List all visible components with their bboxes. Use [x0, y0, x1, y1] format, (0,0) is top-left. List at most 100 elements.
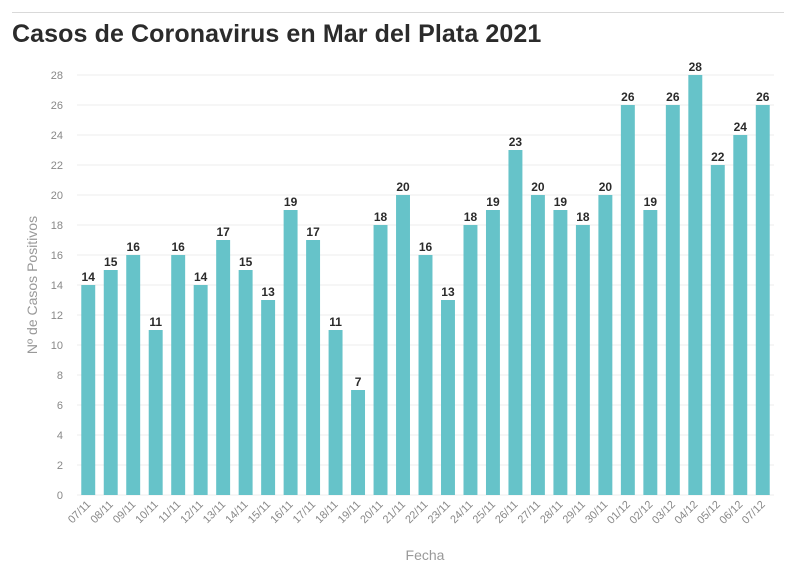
x-tick-label: 16/11: [268, 499, 295, 526]
bar: [238, 270, 253, 495]
x-tick-label: 05/12: [695, 499, 723, 527]
bar-value-label: 28: [689, 60, 703, 74]
y-tick-label: 0: [57, 490, 63, 502]
chart-title: Casos de Coronavirus en Mar del Plata 20…: [12, 20, 542, 48]
bar-value-label: 16: [171, 240, 185, 254]
x-tick-label: 11/11: [156, 499, 183, 526]
bar-value-label: 13: [261, 285, 275, 299]
bar: [575, 225, 590, 495]
bar-value-label: 18: [374, 210, 388, 224]
y-tick-label: 18: [51, 220, 63, 232]
bar-value-label: 26: [666, 90, 680, 104]
bar: [193, 285, 208, 495]
bar: [485, 210, 500, 495]
bar: [643, 210, 658, 495]
y-tick-label: 28: [51, 70, 63, 82]
x-tick-label: 15/11: [246, 499, 273, 526]
bar: [81, 285, 96, 495]
bar-value-label: 15: [239, 255, 253, 269]
bar: [396, 195, 410, 495]
bar-value-label: 18: [576, 210, 590, 224]
bar-value-label: 24: [734, 120, 748, 134]
bar: [261, 300, 276, 495]
x-tick-label: 25/11: [471, 499, 498, 526]
x-tick-label: 27/11: [516, 499, 543, 526]
bar-value-label: 26: [756, 90, 770, 104]
bar-value-label: 13: [441, 285, 455, 299]
bar: [148, 330, 163, 495]
bar: [283, 210, 298, 495]
top-divider: [12, 12, 784, 13]
bar: [216, 240, 231, 495]
bar: [755, 105, 770, 495]
bar-value-label: 22: [711, 150, 725, 164]
x-tick-label: 13/11: [201, 499, 228, 526]
bar-value-label: 11: [149, 315, 162, 329]
bar-value-label: 20: [531, 180, 545, 194]
y-tick-label: 10: [51, 340, 63, 352]
x-tick-label: 24/11: [448, 499, 475, 526]
x-tick-label: 02/12: [628, 499, 656, 527]
x-tick-label: 10/11: [133, 499, 160, 526]
x-tick-label: 28/11: [538, 499, 565, 526]
bar: [126, 255, 141, 495]
bar-value-label: 14: [82, 270, 96, 284]
x-tick-label: 21/11: [381, 499, 408, 526]
bar: [665, 105, 680, 495]
x-tick-label: 07/12: [740, 499, 768, 527]
bar-value-label: 16: [419, 240, 433, 254]
bar: [733, 135, 748, 495]
bar-value-label: 7: [355, 375, 362, 389]
x-axis-title: Fecha: [406, 547, 445, 563]
bar: [620, 105, 635, 495]
bar: [418, 255, 433, 495]
bar-value-label: 19: [644, 195, 658, 209]
y-tick-label: 12: [51, 310, 63, 322]
x-tick-label: 26/11: [493, 499, 520, 526]
bar-value-label: 23: [509, 135, 523, 149]
y-tick-label: 22: [51, 160, 63, 172]
x-tick-label: 19/11: [336, 499, 363, 526]
x-tick-label: 18/11: [313, 499, 340, 526]
bar-value-label: 26: [621, 90, 635, 104]
bar-value-label: 17: [306, 225, 320, 239]
x-tick-label: 07/11: [66, 499, 93, 526]
x-tick-label: 17/11: [291, 499, 318, 526]
bar: [306, 240, 321, 495]
bar: [441, 300, 455, 495]
bar: [598, 195, 613, 495]
bar-value-label: 19: [554, 195, 568, 209]
x-tick-label: 04/12: [672, 499, 700, 527]
bar-value-label: 20: [599, 180, 613, 194]
bar: [463, 225, 478, 495]
y-tick-label: 2: [57, 460, 63, 472]
y-tick-label: 8: [57, 370, 63, 382]
y-tick-label: 4: [57, 430, 63, 442]
x-tick-label: 01/12: [605, 499, 633, 527]
bar: [328, 330, 343, 495]
x-tick-label: 08/11: [88, 499, 115, 526]
bar-value-label: 16: [127, 240, 141, 254]
y-tick-label: 14: [51, 280, 63, 292]
y-axis-title: Nº de Casos Positivos: [24, 216, 40, 354]
y-tick-label: 24: [51, 130, 63, 142]
y-tick-label: 20: [51, 190, 63, 202]
x-tick-label: 23/11: [426, 499, 453, 526]
x-tick-label: 06/12: [717, 499, 745, 527]
bar: [171, 255, 186, 495]
bar-value-label: 11: [329, 315, 342, 329]
y-tick-label: 26: [51, 100, 63, 112]
bar-value-label: 14: [194, 270, 208, 284]
bar: [553, 210, 568, 495]
bar-value-label: 20: [396, 180, 410, 194]
x-tick-label: 30/11: [583, 499, 610, 526]
bar: [373, 225, 388, 495]
x-tick-label: 09/11: [111, 499, 138, 526]
x-tick-label: 14/11: [223, 499, 250, 526]
x-tick-label: 03/12: [650, 499, 678, 527]
y-tick-label: 6: [57, 400, 63, 412]
bar: [103, 270, 118, 495]
bar-value-label: 19: [284, 195, 298, 209]
x-tick-label: 20/11: [358, 499, 385, 526]
